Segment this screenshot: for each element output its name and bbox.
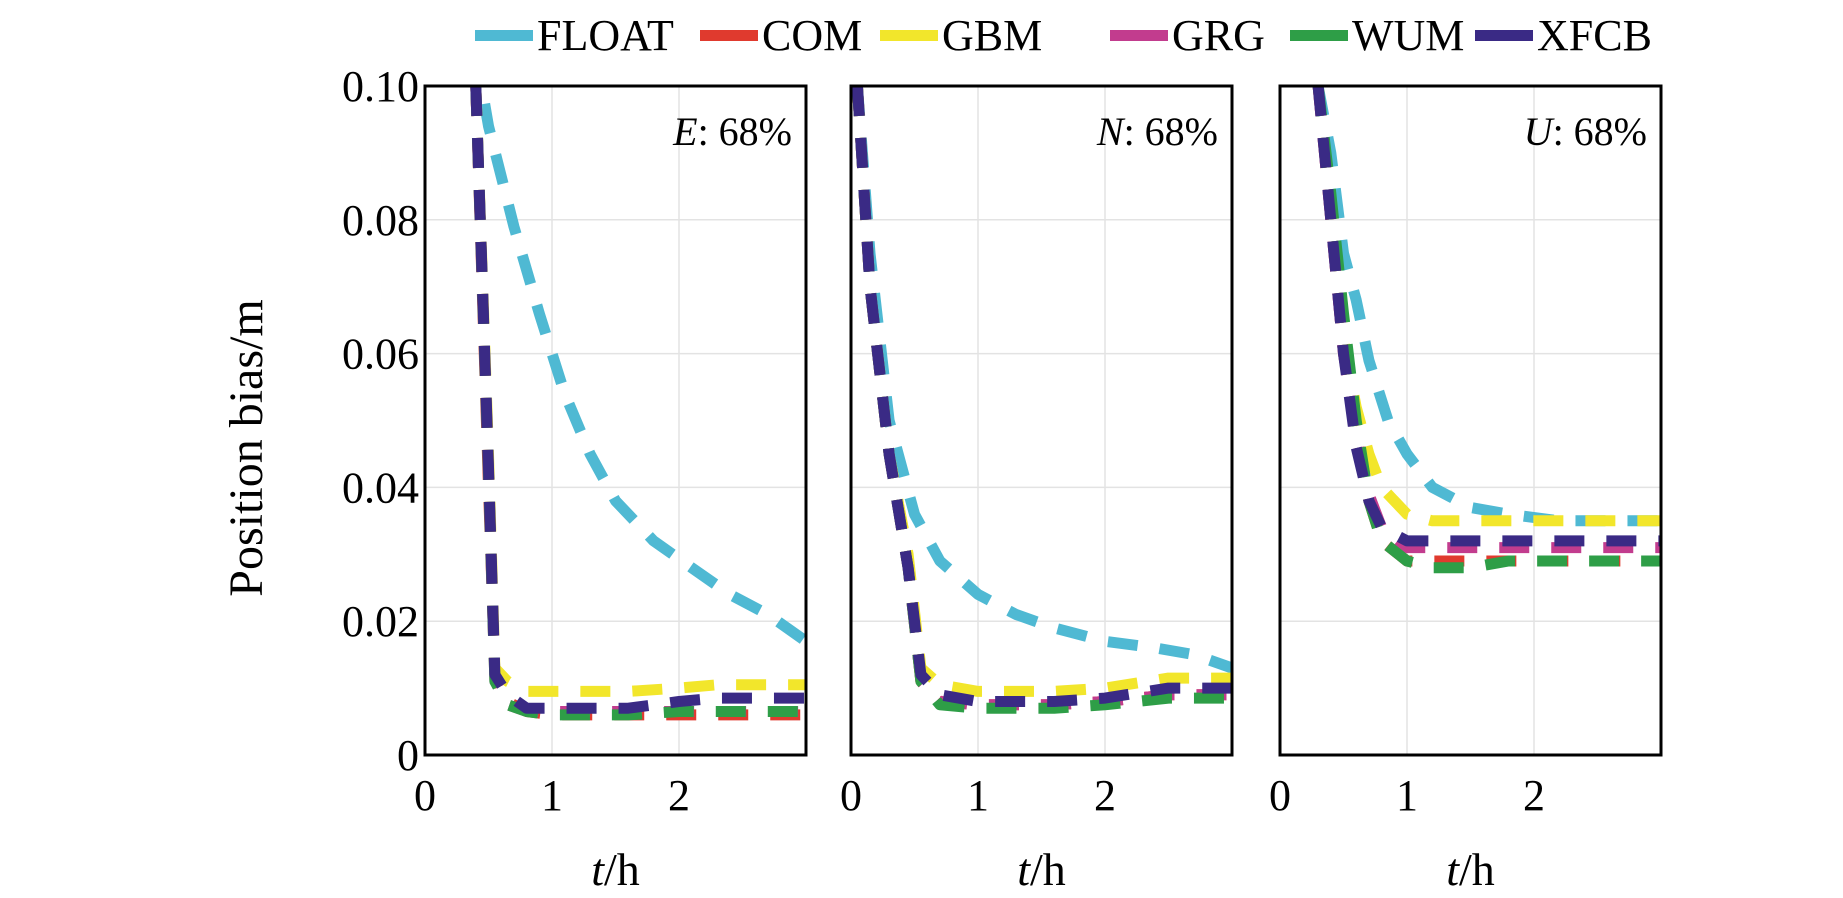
x-tick-label: 0	[414, 771, 436, 820]
x-axis-label: t/h	[591, 844, 640, 895]
y-tick-label: 0	[397, 731, 419, 780]
x-axis-label: t/h	[1446, 844, 1495, 895]
panel-annotation: N: 68%	[1096, 109, 1218, 154]
series-grg-u	[1312, 86, 1661, 554]
y-tick-label: 0.04	[342, 463, 419, 512]
x-tick-label: 0	[840, 771, 862, 820]
series-xfcb-n	[851, 86, 1232, 707]
series-wum-e	[470, 86, 806, 721]
legend-swatch-grg	[1110, 30, 1168, 41]
series-grg-e	[470, 86, 806, 717]
panel-annotation: U: 68%	[1524, 109, 1647, 154]
legend-swatch-com	[700, 30, 758, 41]
y-tick-label: 0.02	[342, 597, 419, 646]
legend-item-xfcb: XFCB	[1475, 11, 1652, 60]
plot-frame	[1278, 84, 1663, 757]
series-float-u	[1312, 86, 1661, 527]
series-com-u	[1312, 86, 1661, 567]
panels: 0 1 2 0 0.02 0.04 0.06 0.08 0.10 E: 68% t/h 0 1 2 N: 6…	[342, 62, 1663, 895]
legend-item-com: COM	[700, 11, 862, 60]
y-tick-label: 0.10	[342, 62, 419, 111]
y-tick-label: 0.06	[342, 330, 419, 379]
series-gbm-u	[1312, 86, 1661, 527]
legend-swatch-wum	[1290, 30, 1348, 41]
plot-frame	[849, 84, 1234, 757]
series-group	[470, 86, 806, 721]
legend-label-com: COM	[762, 11, 862, 60]
series-group	[851, 86, 1232, 714]
panel-e: 0 1 2 0 0.02 0.04 0.06 0.08 0.10 E: 68% t/h	[342, 62, 808, 895]
panel-annotation: E: 68%	[672, 109, 792, 154]
legend-item-wum: WUM	[1290, 11, 1464, 60]
series-float-n	[851, 86, 1232, 674]
x-axis-label: t/h	[1017, 844, 1066, 895]
series-float-e	[475, 86, 806, 646]
panel-n: 0 1 2 N: 68% t/h	[840, 84, 1234, 895]
x-tick-label: 1	[1396, 771, 1418, 820]
series-wum-u	[1312, 86, 1661, 574]
y-axis-label: Position bias/m	[220, 299, 273, 596]
legend-label-grg: GRG	[1172, 11, 1265, 60]
series-gbm-n	[851, 86, 1232, 697]
x-tick-label: 1	[967, 771, 989, 820]
x-tick-label: 2	[1523, 771, 1545, 820]
series-gbm-e	[470, 86, 806, 697]
x-tick-label: 2	[668, 771, 690, 820]
series-group	[1312, 86, 1661, 574]
legend-label-float: FLOAT	[537, 11, 674, 60]
panel-u: 0 1 2 U: 68% t/h	[1269, 84, 1663, 895]
legend-item-grg: GRG	[1110, 11, 1265, 60]
legend-swatch-xfcb	[1475, 30, 1533, 41]
x-tick-label: 1	[541, 771, 563, 820]
x-tick-label: 0	[1269, 771, 1291, 820]
legend-item-gbm: GBM	[880, 11, 1042, 60]
plot-frame	[423, 84, 808, 757]
y-tick-label: 0.08	[342, 196, 419, 245]
series-xfcb-u	[1312, 86, 1661, 547]
series-xfcb-e	[470, 86, 806, 714]
x-tick-label: 2	[1094, 771, 1116, 820]
legend-label-gbm: GBM	[942, 11, 1042, 60]
legend-swatch-gbm	[880, 30, 938, 41]
legend-swatch-float	[475, 30, 533, 41]
legend-item-float: FLOAT	[475, 11, 674, 60]
legend: FLOAT COM GBM GRG WUM XFCB	[475, 11, 1652, 60]
legend-label-xfcb: XFCB	[1537, 11, 1652, 60]
legend-label-wum: WUM	[1352, 11, 1464, 60]
